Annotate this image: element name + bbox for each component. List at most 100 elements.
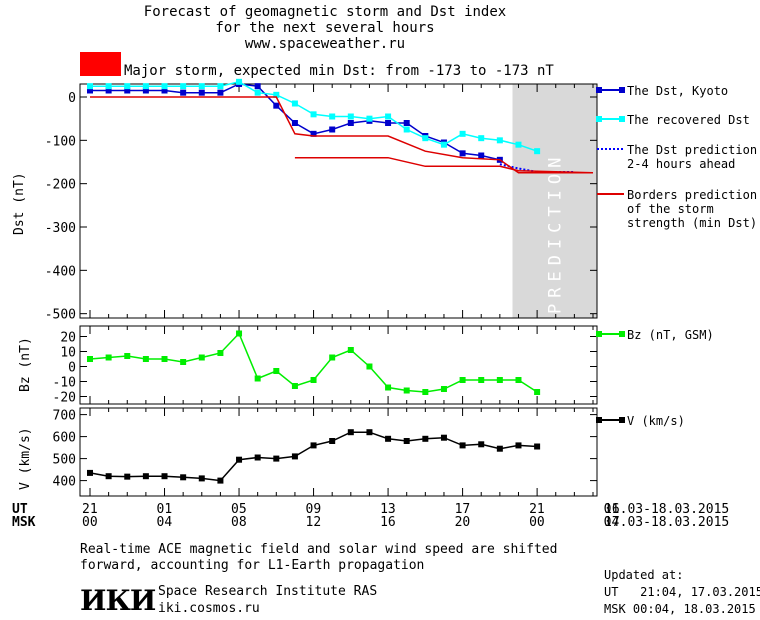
legend-bz: Bz (nT, GSM) <box>627 328 714 342</box>
data-point <box>403 126 410 133</box>
storm-forecast-text: Major storm, expected min Dst: from -173… <box>124 63 554 79</box>
legend-marker <box>596 417 602 423</box>
y-tick-label: -200 <box>45 178 76 193</box>
data-point <box>273 91 280 98</box>
ut-tick-label: 21 <box>82 502 98 517</box>
data-point <box>440 386 447 392</box>
y-tick-label: -500 <box>45 308 76 323</box>
msk-tick-label: 04 <box>603 515 620 530</box>
data-point <box>217 89 224 96</box>
data-point <box>310 130 317 137</box>
ut-axis-label: UT <box>12 502 28 517</box>
y-tick-label: 600 <box>53 431 76 446</box>
data-point <box>366 363 373 370</box>
data-point <box>440 141 447 148</box>
data-point <box>459 150 466 157</box>
legend-dst-prediction: The Dst prediction 2-4 hours ahead <box>627 143 758 171</box>
ut-tick-label: 09 <box>305 502 322 517</box>
updated-msk: MSK 00:04, 18.03.2015 <box>604 602 756 616</box>
data-point <box>291 383 298 389</box>
chart-title: Forecast of geomagnetic storm and Dst in… <box>143 4 507 20</box>
data-point <box>142 87 149 94</box>
data-point <box>329 438 336 444</box>
data-point <box>273 455 280 462</box>
data-point <box>273 102 280 109</box>
ut-tick-label: 21 <box>529 502 545 517</box>
data-point <box>366 429 373 436</box>
msk-tick-label: 12 <box>305 515 322 530</box>
data-point <box>217 83 224 90</box>
data-point <box>217 477 224 484</box>
data-point <box>142 356 149 362</box>
data-point <box>459 377 466 383</box>
prediction-band <box>512 84 597 318</box>
ut-tick-label: 17 <box>454 502 471 517</box>
v-axis-label: V (km/s) <box>18 427 33 490</box>
data-point <box>105 354 112 361</box>
series-line <box>499 163 575 173</box>
legend-marker <box>619 87 625 93</box>
panel-frame <box>79 83 598 319</box>
data-point <box>440 434 447 441</box>
data-point <box>478 441 485 448</box>
data-point <box>236 78 243 85</box>
series-line <box>294 156 594 174</box>
data-point <box>534 389 541 395</box>
ut-tick-label: 01 <box>156 502 173 517</box>
series-line <box>89 431 538 482</box>
legend-marker <box>596 116 602 122</box>
footer-note-line1: Real-time ACE magnetic field and solar w… <box>80 542 558 557</box>
data-point <box>347 113 354 120</box>
msk-tick-label: 16 <box>380 515 396 530</box>
legend-borders: Borders prediction of the storm strength… <box>627 188 758 230</box>
prediction-label: PREDICTION <box>546 152 566 314</box>
data-point <box>254 83 261 90</box>
data-point <box>534 443 541 450</box>
data-point <box>422 389 429 395</box>
ut-tick-label: 01 <box>603 502 620 517</box>
data-point <box>329 126 336 133</box>
y-tick-label: 0 <box>68 361 76 376</box>
data-point <box>124 353 131 359</box>
institute-site[interactable]: iki.cosmos.ru <box>158 601 260 616</box>
data-point <box>236 456 243 463</box>
data-point <box>161 87 168 94</box>
data-point <box>422 435 429 442</box>
y-tick-label: 400 <box>53 475 76 490</box>
data-point <box>347 429 354 436</box>
legend-dst-kyoto: The Dst, Kyoto <box>627 84 729 98</box>
data-point <box>478 135 485 142</box>
y-tick-label: 500 <box>53 453 76 468</box>
updated-ut: UT 21:04, 17.03.2015 <box>604 585 760 599</box>
y-tick-label: -300 <box>45 221 76 236</box>
legend-marker <box>596 87 602 93</box>
data-point <box>142 473 149 480</box>
data-point <box>515 442 522 449</box>
data-point <box>124 83 131 90</box>
series-line <box>90 96 593 174</box>
data-point <box>180 89 187 96</box>
data-point <box>403 120 410 126</box>
data-point <box>366 115 373 122</box>
data-point <box>105 87 112 94</box>
ut-tick-label: 05 <box>231 502 247 517</box>
data-point <box>161 83 168 90</box>
data-point <box>496 137 503 144</box>
data-point <box>236 330 243 337</box>
data-point <box>478 152 485 159</box>
y-tick-label: 700 <box>53 409 76 424</box>
data-point <box>87 356 93 362</box>
y-tick-label: 10 <box>60 346 76 361</box>
y-tick-label: -100 <box>45 134 76 149</box>
msk-tick-label: 00 <box>529 515 545 530</box>
legend-marker <box>619 116 625 122</box>
data-point <box>87 83 93 90</box>
iki-logo: ИКИ <box>80 584 156 617</box>
updated-label: Updated at: <box>604 568 684 582</box>
data-point <box>459 442 466 449</box>
legend-dst-recovered: The recovered Dst <box>627 113 750 127</box>
msk-tick-label: 04 <box>156 515 173 530</box>
data-point <box>478 377 485 383</box>
data-point <box>347 120 354 126</box>
